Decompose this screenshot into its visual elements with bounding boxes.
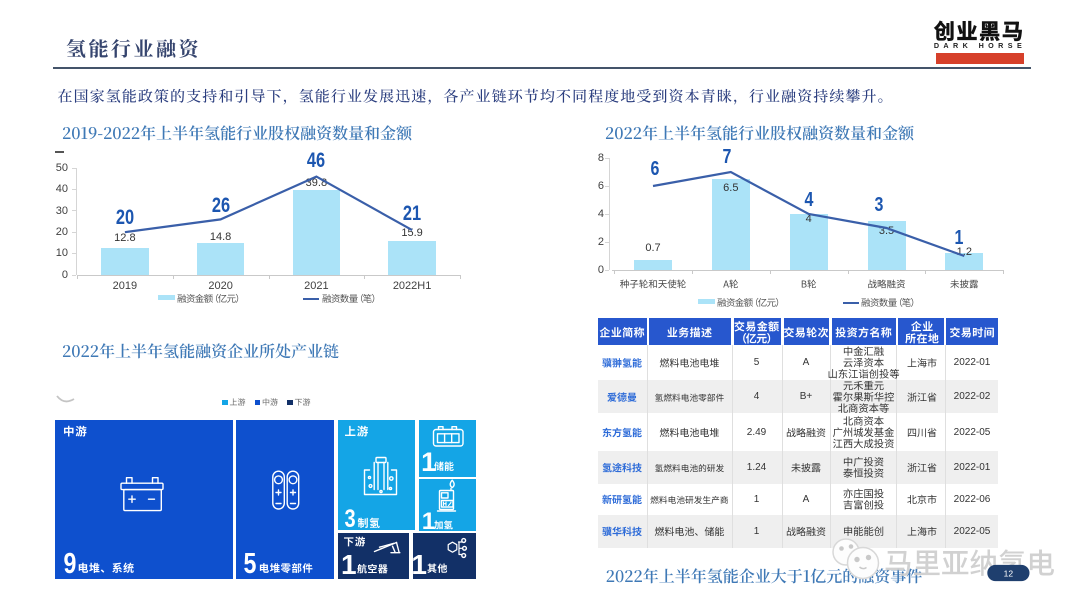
svg-text:12: 12 — [1004, 568, 1014, 578]
